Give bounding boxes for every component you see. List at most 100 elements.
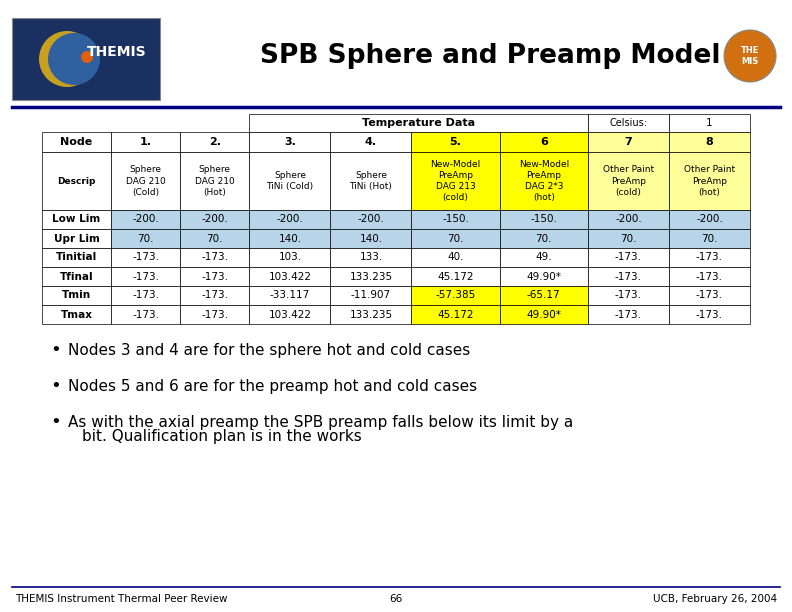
Text: Tfinal: Tfinal: [59, 272, 93, 282]
Bar: [181, 267, 249, 286]
Text: -173.: -173.: [201, 310, 228, 319]
Bar: [588, 152, 669, 210]
Bar: [249, 267, 330, 286]
Bar: [588, 114, 669, 132]
Bar: [111, 248, 181, 267]
Bar: [249, 152, 330, 210]
Bar: [669, 305, 750, 324]
Text: -150.: -150.: [442, 214, 469, 225]
Text: -200.: -200.: [696, 214, 723, 225]
Bar: [42, 152, 111, 210]
Text: -173.: -173.: [615, 272, 642, 282]
Text: 133.: 133.: [360, 253, 383, 263]
Circle shape: [724, 30, 776, 82]
Bar: [669, 114, 750, 132]
Bar: [249, 286, 330, 305]
Text: -173.: -173.: [132, 272, 159, 282]
Bar: [249, 248, 330, 267]
Text: -200.: -200.: [358, 214, 384, 225]
Bar: [111, 229, 181, 248]
Text: New-Model
PreAmp
DAG 2*3
(hot): New-Model PreAmp DAG 2*3 (hot): [519, 160, 569, 202]
Text: -150.: -150.: [531, 214, 558, 225]
Bar: [669, 210, 750, 229]
Text: 1: 1: [706, 118, 713, 128]
Text: 140.: 140.: [360, 234, 383, 244]
Bar: [500, 210, 588, 229]
Bar: [330, 152, 412, 210]
Bar: [249, 229, 330, 248]
Bar: [330, 267, 412, 286]
Bar: [330, 132, 412, 152]
Bar: [588, 267, 669, 286]
Circle shape: [39, 31, 95, 87]
Bar: [500, 248, 588, 267]
Bar: [42, 132, 111, 152]
Bar: [330, 286, 412, 305]
Circle shape: [48, 33, 100, 85]
Text: 40.: 40.: [447, 253, 464, 263]
Text: -11.907: -11.907: [351, 291, 391, 300]
Text: UCB, February 26, 2004: UCB, February 26, 2004: [653, 594, 777, 604]
Text: 49.90*: 49.90*: [527, 310, 562, 319]
Text: THEMIS Instrument Thermal Peer Review: THEMIS Instrument Thermal Peer Review: [15, 594, 227, 604]
Text: 70.: 70.: [701, 234, 718, 244]
Bar: [181, 114, 249, 132]
Text: 4.: 4.: [365, 137, 377, 147]
Bar: [42, 210, 111, 229]
Text: -173.: -173.: [696, 291, 723, 300]
Text: 70.: 70.: [207, 234, 223, 244]
Text: 103.422: 103.422: [268, 310, 311, 319]
Bar: [42, 267, 111, 286]
Bar: [500, 286, 588, 305]
Bar: [669, 286, 750, 305]
Bar: [412, 267, 500, 286]
Text: 5.: 5.: [450, 137, 462, 147]
Text: 7: 7: [625, 137, 632, 147]
Bar: [412, 152, 500, 210]
Bar: [330, 229, 412, 248]
Text: Celsius:: Celsius:: [609, 118, 647, 128]
Text: Upr Lim: Upr Lim: [54, 234, 100, 244]
Bar: [42, 248, 111, 267]
Text: -65.17: -65.17: [527, 291, 561, 300]
Bar: [500, 229, 588, 248]
Bar: [111, 305, 181, 324]
Text: 103.422: 103.422: [268, 272, 311, 282]
Bar: [669, 229, 750, 248]
Text: 133.235: 133.235: [349, 272, 393, 282]
Text: -173.: -173.: [132, 291, 159, 300]
Text: Tinitial: Tinitial: [56, 253, 97, 263]
Text: 70.: 70.: [447, 234, 464, 244]
Bar: [412, 132, 500, 152]
Bar: [500, 132, 588, 152]
Text: 66: 66: [390, 594, 402, 604]
Text: 49.: 49.: [535, 253, 552, 263]
Bar: [588, 132, 669, 152]
Bar: [181, 132, 249, 152]
Text: -200.: -200.: [132, 214, 159, 225]
Text: 45.172: 45.172: [437, 310, 474, 319]
Text: Other Paint
PreAmp
(cold): Other Paint PreAmp (cold): [603, 165, 654, 196]
Bar: [330, 210, 412, 229]
Bar: [42, 229, 111, 248]
Bar: [330, 248, 412, 267]
Bar: [588, 248, 669, 267]
Text: -173.: -173.: [132, 253, 159, 263]
Text: •: •: [50, 341, 61, 359]
Text: 140.: 140.: [278, 234, 302, 244]
Text: SPB Sphere and Preamp Model: SPB Sphere and Preamp Model: [260, 43, 720, 69]
Bar: [42, 114, 111, 132]
Text: Nodes 5 and 6 are for the preamp hot and cold cases: Nodes 5 and 6 are for the preamp hot and…: [68, 378, 477, 394]
Text: -173.: -173.: [201, 291, 228, 300]
Text: 8: 8: [706, 137, 714, 147]
Text: Descrip: Descrip: [57, 176, 96, 185]
Text: 103.: 103.: [278, 253, 302, 263]
Text: -173.: -173.: [615, 253, 642, 263]
Text: 70.: 70.: [138, 234, 154, 244]
Bar: [588, 210, 669, 229]
Text: -200.: -200.: [201, 214, 228, 225]
Bar: [669, 152, 750, 210]
Text: -200.: -200.: [276, 214, 303, 225]
Bar: [412, 248, 500, 267]
Bar: [669, 132, 750, 152]
